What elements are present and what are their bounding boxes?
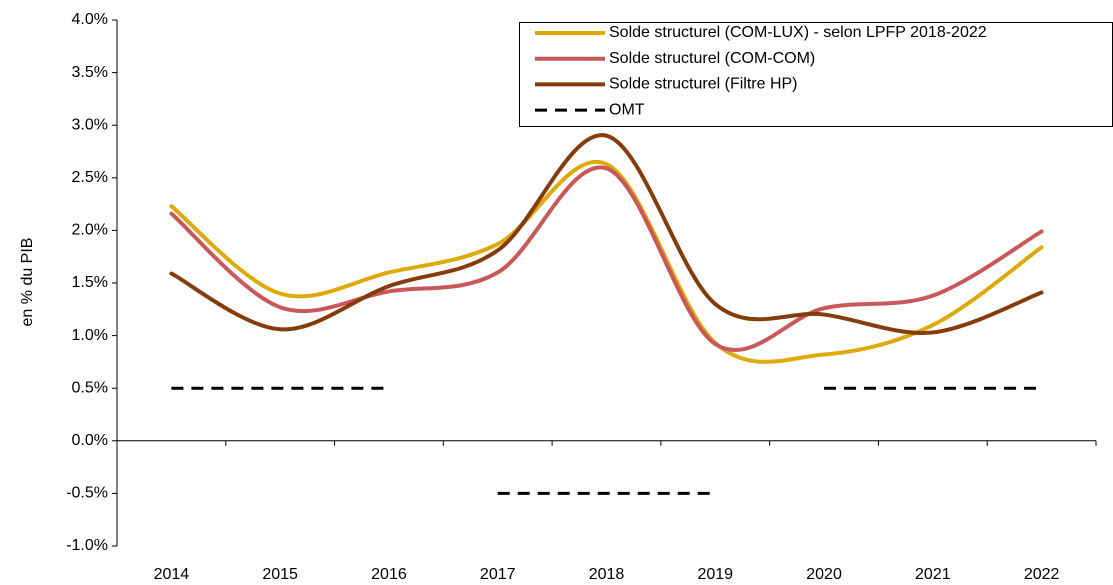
series-line xyxy=(169,133,1044,335)
series-line xyxy=(169,165,1044,353)
x-tick-label: 2016 xyxy=(371,566,407,583)
y-tick-label: 2.5% xyxy=(72,169,108,186)
legend-label: Solde structurel (Filtre HP) xyxy=(609,76,798,93)
y-tick-label: 3.5% xyxy=(72,64,108,81)
x-tick-label: 2022 xyxy=(1024,566,1060,583)
legend-label: Solde structurel (COM-LUX) - selon LPFP … xyxy=(609,24,987,41)
x-tick-label: 2018 xyxy=(589,566,625,583)
y-tick-label: 2.0% xyxy=(72,222,108,239)
x-tick-label: 2020 xyxy=(806,566,842,583)
x-tick-label: 2014 xyxy=(154,566,190,583)
y-tick-label: -1.0% xyxy=(66,537,108,554)
y-axis-label: en % du PIB xyxy=(19,238,36,327)
y-tick-label: -0.5% xyxy=(66,485,108,502)
series-line xyxy=(169,159,1044,364)
legend-label: Solde structurel (COM-COM) xyxy=(609,50,815,67)
x-tick-label: 2019 xyxy=(697,566,733,583)
legend-label: OMT xyxy=(609,101,645,118)
y-tick-label: 1.0% xyxy=(72,327,108,344)
y-tick-label: 4.0% xyxy=(72,11,108,28)
y-tick-label: 0.0% xyxy=(72,432,108,449)
y-tick-label: 1.5% xyxy=(72,274,108,291)
y-tick-label: 0.5% xyxy=(72,379,108,396)
x-tick-label: 2017 xyxy=(480,566,516,583)
y-tick-label: 3.0% xyxy=(72,116,108,133)
x-tick-label: 2021 xyxy=(915,566,951,583)
x-tick-label: 2015 xyxy=(262,566,298,583)
